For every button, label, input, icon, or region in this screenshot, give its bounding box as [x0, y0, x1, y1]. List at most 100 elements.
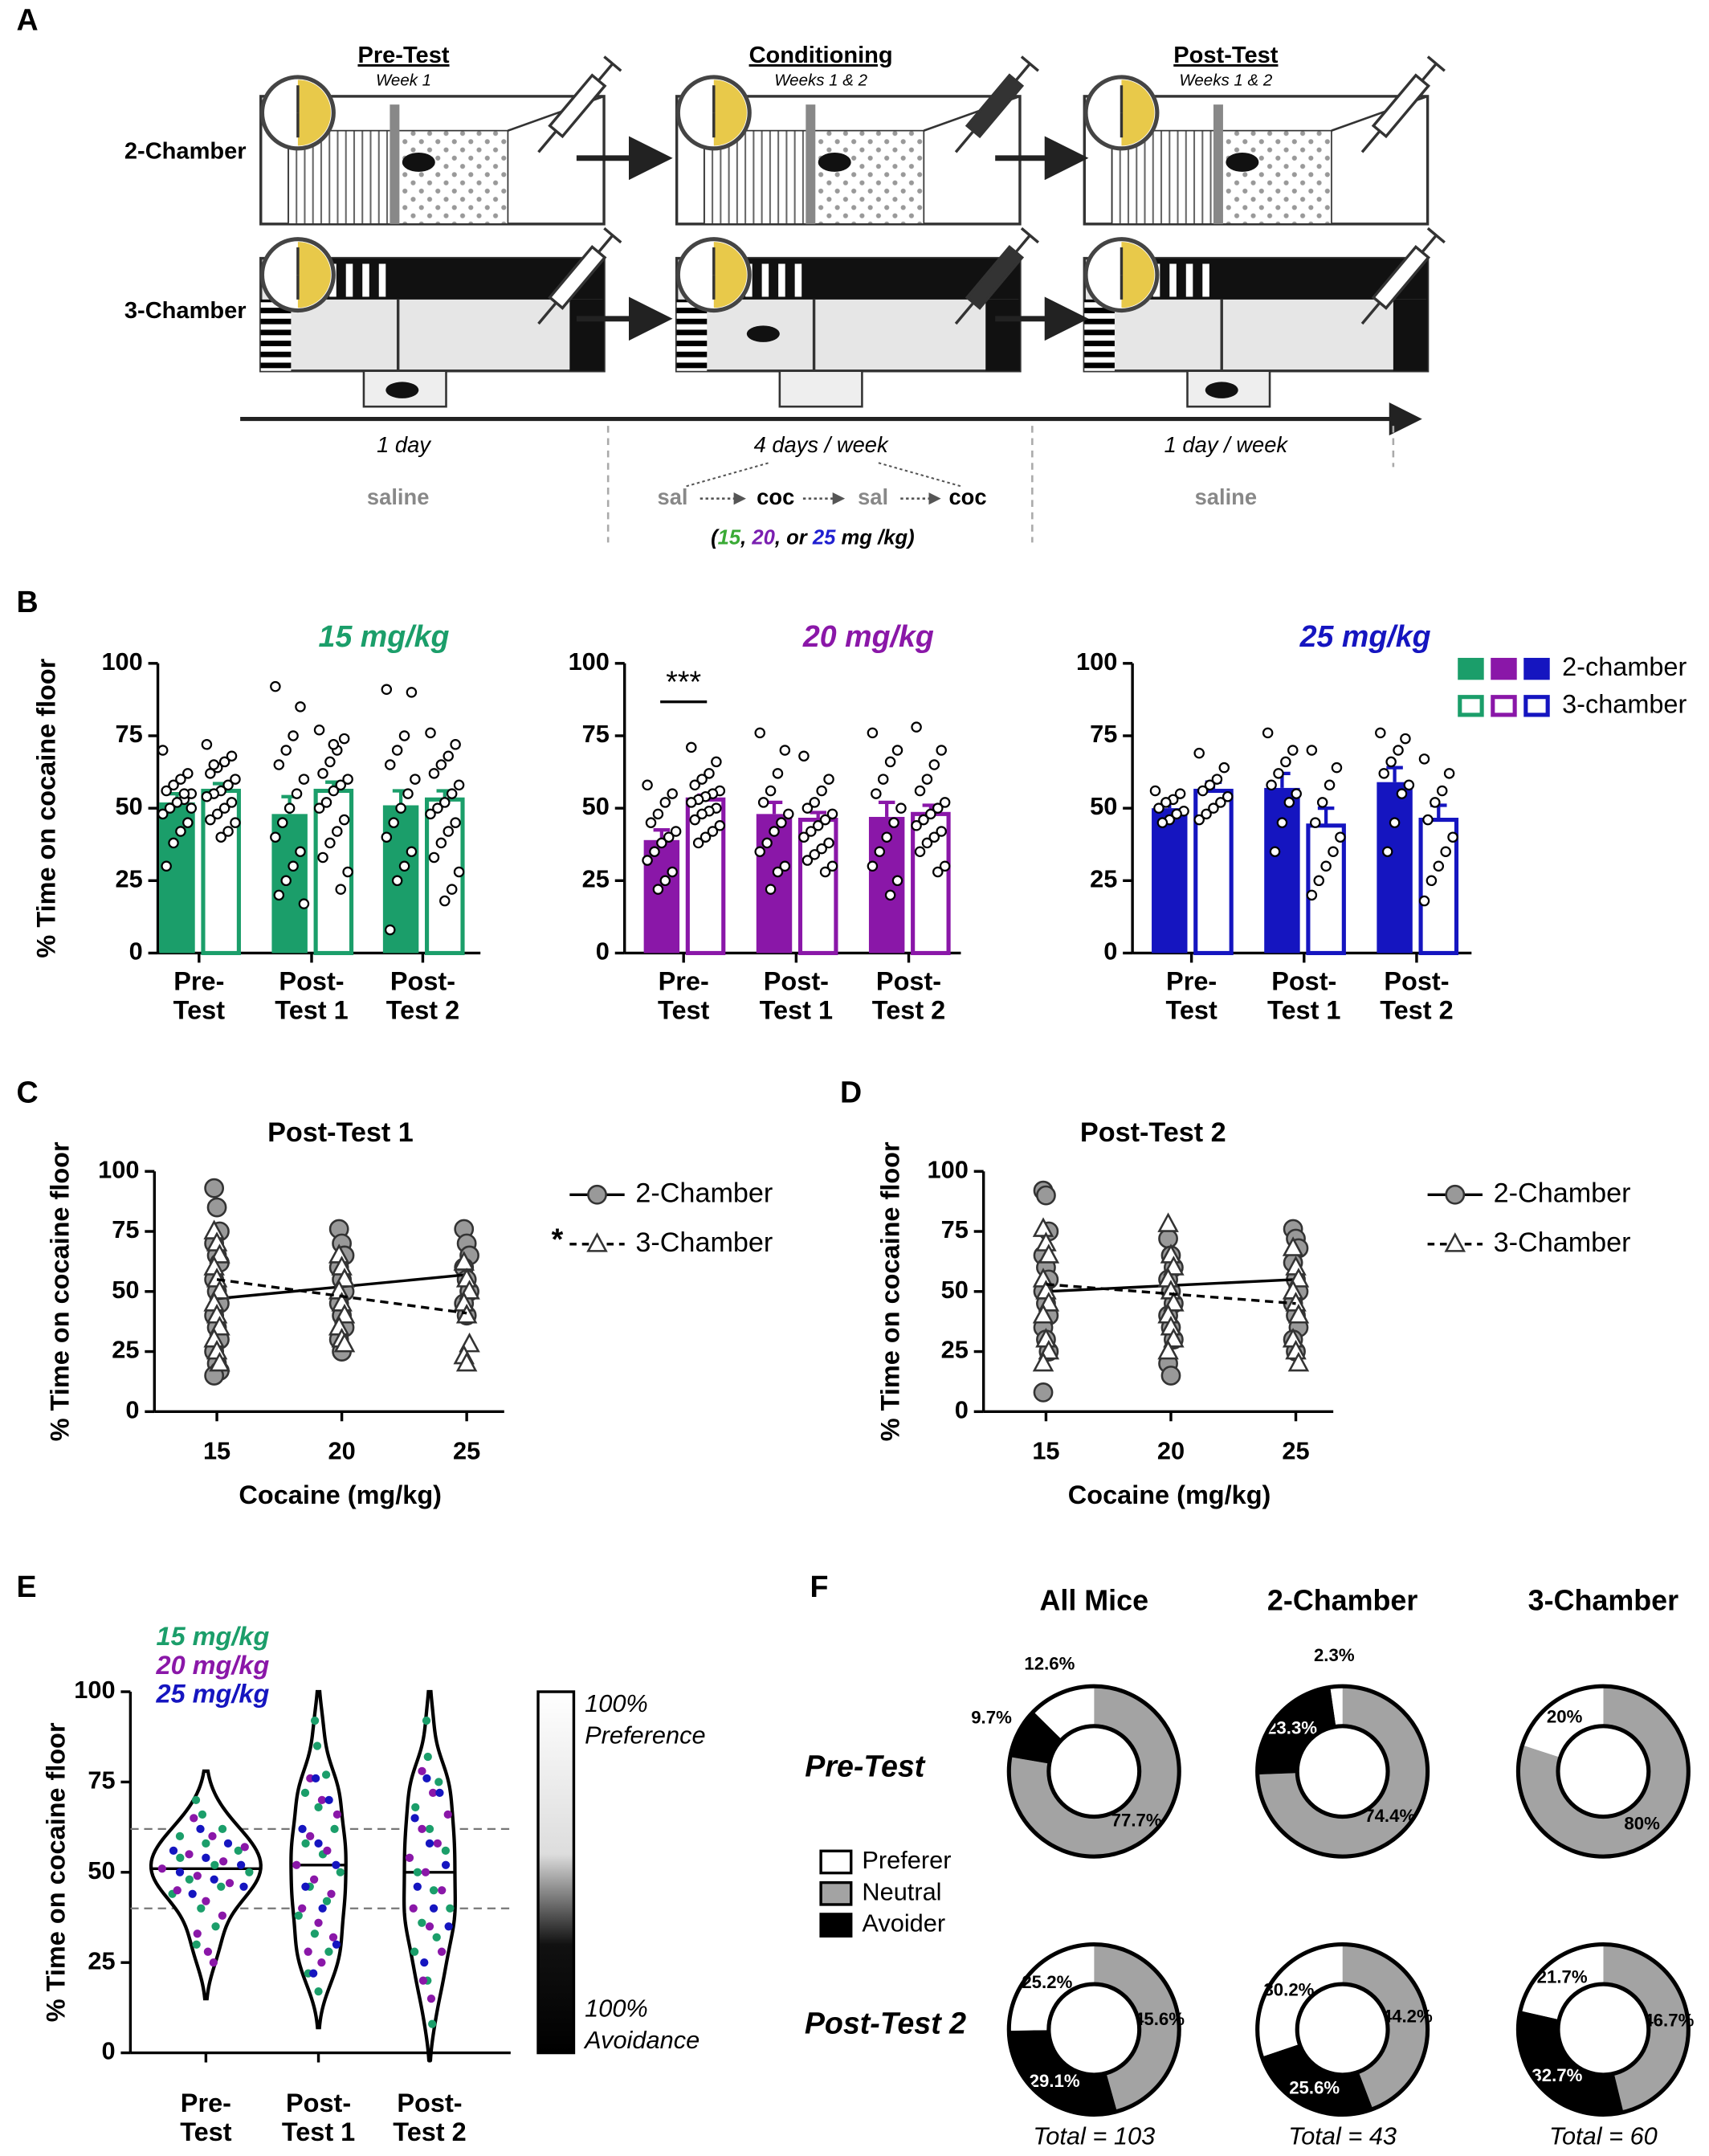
data-point: [157, 745, 169, 756]
data-point: [201, 790, 213, 802]
dose-note-part: ,: [740, 526, 752, 549]
three-chamber-box: [261, 239, 604, 407]
stage-title: Conditioning: [749, 43, 893, 68]
x-tick-label: 20: [328, 1437, 355, 1465]
data-point: [208, 1831, 217, 1840]
legend-swatch: [1491, 695, 1517, 717]
x-tick-label: Pre-: [1166, 967, 1217, 996]
data-point: [342, 866, 353, 878]
data-point: [301, 1882, 310, 1891]
dose-note-part: 20: [751, 526, 775, 549]
data-point: [1320, 860, 1332, 872]
y-tick-label: 0: [129, 937, 143, 966]
data-point: [288, 860, 299, 872]
two-chamber-box: [261, 77, 604, 224]
data-point: [161, 860, 172, 872]
data-point: [298, 1824, 307, 1833]
data-point: [1447, 831, 1458, 843]
data-point: [806, 826, 817, 837]
donut-outline: [1255, 1684, 1430, 1859]
data-point: [1306, 745, 1318, 756]
data-point: [240, 1843, 249, 1852]
data-point: [173, 1886, 182, 1895]
data-point: [1426, 875, 1438, 887]
data-point: [320, 797, 332, 808]
stage-title: Pre-Test: [357, 43, 449, 68]
legend-label: 2-Chamber: [1494, 1178, 1631, 1208]
three-chamber-box: [1084, 239, 1427, 407]
x-tick-label: Test: [180, 2117, 232, 2146]
data-point: [421, 1868, 430, 1876]
legend-label: Neutral: [862, 1877, 941, 1905]
data-point: [1378, 768, 1390, 779]
data-point: [211, 808, 223, 820]
data-point: [659, 797, 671, 808]
data-point: [867, 727, 879, 739]
data-point: [819, 866, 831, 878]
legend-label: 3-Chamber: [635, 1227, 773, 1258]
data-point: [754, 727, 765, 739]
data-label: 80%: [1624, 1813, 1660, 1833]
data-point: [182, 817, 194, 828]
data-point: [314, 1803, 323, 1812]
data-label: 25.6%: [1289, 2078, 1340, 2098]
data-point: [1313, 875, 1324, 887]
data-point: [410, 1814, 419, 1823]
data-point: [812, 820, 824, 831]
x-tick-label: Test: [173, 996, 226, 1025]
data-point: [809, 797, 821, 808]
data-point: [667, 866, 678, 878]
legend-swatch: [1458, 695, 1484, 717]
colorbar: [536, 1690, 576, 2055]
data-point: [409, 1904, 418, 1913]
data-point: [335, 779, 346, 791]
chart-title: Post-Test 2: [1080, 1117, 1226, 1148]
data-point: [1157, 1212, 1179, 1232]
data-point: [209, 1351, 230, 1372]
y-tick-label: 100: [74, 1676, 115, 1704]
data-point: [413, 1868, 422, 1876]
data-point: [391, 875, 403, 887]
data-point: [1287, 745, 1299, 756]
data-point: [1422, 814, 1434, 826]
data-point: [230, 774, 241, 785]
data-point: [185, 1875, 194, 1884]
bar: [1377, 782, 1413, 953]
y-axis-label: % Time on cocaine floor: [41, 1722, 70, 2022]
data-point: [435, 837, 447, 849]
donut-segment: [1330, 1686, 1343, 1727]
data-point: [1280, 756, 1291, 768]
x-tick-label: Pre-: [659, 967, 709, 996]
data-point: [1197, 785, 1209, 797]
data-point: [317, 1958, 326, 1967]
data-label: 74.4%: [1364, 1806, 1415, 1826]
data-point: [395, 802, 406, 814]
data-point: [410, 1947, 419, 1956]
data-point: [223, 1839, 233, 1848]
data-point: [218, 756, 230, 768]
y-tick-label: 75: [582, 720, 610, 748]
data-point: [444, 1922, 453, 1931]
data-point: [1208, 802, 1219, 814]
data-point: [209, 1958, 218, 1967]
panel-label: F: [810, 1570, 828, 1603]
data-point: [218, 1911, 227, 1920]
data-point: [426, 1995, 436, 2003]
sequence-step: coc: [948, 484, 986, 509]
data-point: [1403, 779, 1415, 791]
y-tick-label: 75: [1090, 720, 1117, 748]
data-point: [1316, 797, 1328, 808]
data-point: [667, 788, 678, 799]
mouse: [1205, 382, 1238, 398]
data-point: [300, 1788, 310, 1798]
data-point: [175, 774, 186, 785]
y-tick-label: 0: [596, 937, 610, 966]
donut-hole: [1556, 1982, 1651, 2077]
data-point: [1149, 785, 1161, 797]
x-tick-label: Post-: [876, 967, 941, 996]
data-point: [312, 1742, 322, 1750]
data-point: [434, 1778, 443, 1786]
duration: 1 day / week: [1164, 432, 1289, 457]
data-point: [291, 788, 303, 799]
legend-label: 3-chamber: [1562, 689, 1687, 718]
